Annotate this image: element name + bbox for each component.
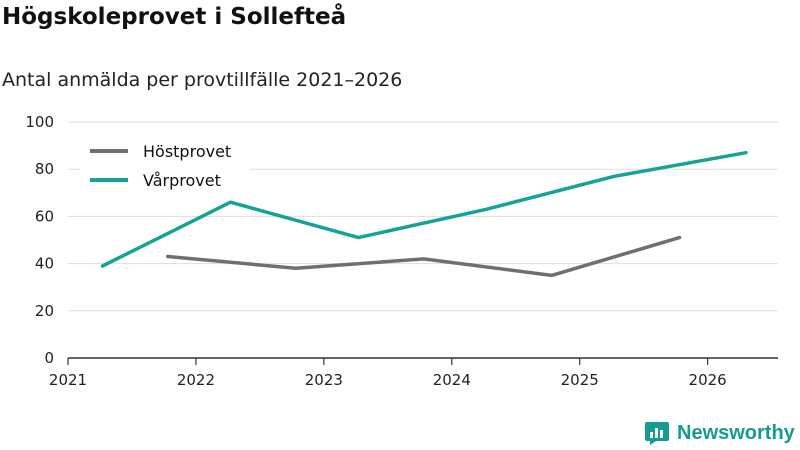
brand-name: Newsworthy — [677, 421, 795, 444]
chart-title: Högskoleprovet i Sollefteå — [2, 4, 347, 30]
x-tick-label-2024: 2024 — [433, 371, 471, 389]
y-tick-label-100: 100 — [25, 113, 54, 131]
y-tick-label-60: 60 — [35, 207, 54, 225]
x-tick-label-2021: 2021 — [49, 371, 87, 389]
series-line-h-stprovet — [166, 235, 682, 278]
legend-background — [80, 134, 250, 194]
newsworthy-logo-icon — [645, 422, 669, 445]
y-tick-label-40: 40 — [35, 255, 54, 273]
y-tick-label-80: 80 — [35, 160, 54, 178]
x-tick-label-2025: 2025 — [561, 371, 599, 389]
legend-label-0: Höstprovet — [143, 142, 231, 161]
x-tick-label-2022: 2022 — [177, 371, 215, 389]
brand-logo: Newsworthy — [644, 420, 795, 446]
y-tick-label-20: 20 — [35, 302, 54, 320]
series-line-v-rprovet — [100, 150, 748, 268]
x-tick-label-2026: 2026 — [689, 371, 727, 389]
legend-label-1: Vårprovet — [143, 171, 221, 190]
chart-subtitle: Antal anmälda per provtillfälle 2021–202… — [2, 69, 403, 91]
y-tick-label-0: 0 — [44, 349, 54, 367]
x-tick-label-2023: 2023 — [305, 371, 343, 389]
